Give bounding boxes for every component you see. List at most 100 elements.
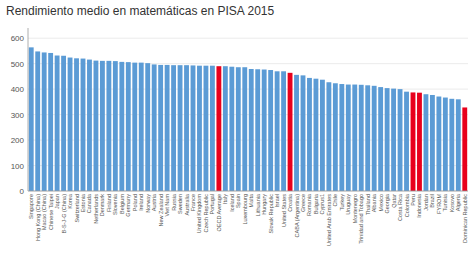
x-tick-label: Indonesia (416, 193, 422, 218)
y-tick-label: 400 (11, 85, 25, 94)
bar (119, 62, 124, 191)
x-tick-label: Switzerland (74, 194, 80, 222)
x-tick-label: Korea (67, 193, 73, 209)
x-tick-label: Iceland (229, 194, 235, 212)
bar (385, 88, 390, 191)
x-tick-label: Japan (54, 194, 60, 209)
bar (113, 61, 118, 191)
x-tick-label: Hungary (261, 194, 267, 215)
x-tick-label: Germany (125, 194, 131, 217)
x-tick-label: Viet Nam (164, 194, 170, 217)
bar (81, 59, 86, 191)
x-tick-label: Portugal (209, 194, 215, 215)
bar (268, 70, 273, 191)
bar (430, 95, 435, 191)
bar (326, 82, 331, 191)
x-tick-label: Malta (248, 193, 254, 207)
bar (449, 99, 454, 191)
bar (191, 65, 196, 191)
bar (35, 51, 40, 191)
x-tick-label: Albania (371, 193, 377, 212)
bar (404, 92, 409, 191)
x-tick-label: Greece (300, 194, 306, 212)
x-tick-label: Australia (184, 193, 190, 215)
bar (391, 89, 396, 191)
bar (145, 63, 150, 191)
bar (184, 65, 189, 191)
bar (307, 78, 312, 191)
bar (301, 75, 306, 191)
x-tick-label: B-S-J-G (China) (61, 194, 67, 234)
x-tick-label: Finland (106, 194, 112, 212)
bar (126, 62, 131, 191)
x-tick-label: Sweden (177, 194, 183, 214)
bar (158, 65, 163, 191)
bar (100, 61, 105, 191)
x-tick-label: France (190, 194, 196, 211)
x-tick-label: Trinidad and Tobago (358, 194, 364, 244)
x-tick-label: Russia (171, 193, 177, 211)
x-tick-label: Slovak Republic (268, 194, 274, 234)
bar (42, 52, 47, 191)
bar (436, 97, 441, 191)
bar (294, 75, 299, 191)
x-tick-label: CABA (Argentina) (294, 194, 300, 238)
bar (210, 66, 215, 191)
bar (74, 58, 79, 191)
bar (204, 66, 209, 191)
x-tick-label: Israel (274, 194, 280, 207)
x-tick-label: Qatar (391, 194, 397, 208)
bar (365, 85, 370, 191)
x-tick-label: Turkey (339, 194, 345, 211)
bar (359, 85, 364, 191)
bar (139, 63, 144, 191)
x-tick-label: Czech Republic (203, 194, 209, 233)
x-tick-label: Netherlands (93, 194, 99, 224)
bar (55, 56, 60, 191)
x-tick-label: Hong Kong (China) (35, 194, 41, 241)
bar (94, 61, 99, 191)
x-tick-label: FYROM (436, 194, 442, 214)
bar (178, 65, 183, 191)
chart: Rendimiento medio en matemáticas en PISA… (0, 0, 474, 263)
x-tick-label: Poland (132, 194, 138, 211)
x-tick-label: Bulgaria (313, 193, 319, 214)
bar (314, 79, 319, 191)
x-tick-label: Spain (235, 194, 241, 208)
x-tick-label: Slovenia (112, 193, 118, 215)
grid-line (28, 191, 468, 192)
bar (132, 63, 137, 191)
y-tick-label: 600 (11, 34, 25, 43)
x-tick-label: Macao (China) (41, 194, 47, 230)
x-tick-label: United States (281, 194, 287, 227)
bar (352, 85, 357, 191)
x-tick-label: Ireland (138, 194, 144, 211)
bar (372, 86, 377, 191)
bar (333, 83, 338, 191)
x-axis-line (28, 191, 468, 192)
x-tick-label: Brazil (429, 194, 435, 208)
bar (242, 67, 247, 191)
y-tick-label: 0 (20, 187, 25, 196)
bar (346, 85, 351, 191)
x-tick-labels: SingaporeHong Kong (China)Macao (China)C… (28, 193, 468, 246)
x-tick-label: Algeria (455, 193, 461, 211)
y-tick-label: 200 (11, 136, 25, 145)
bar (255, 69, 260, 191)
x-tick-label: Dominican Republic (462, 194, 468, 243)
bar (216, 66, 221, 191)
bar (424, 94, 429, 191)
x-tick-label: Chile (332, 194, 338, 207)
bar (339, 84, 344, 191)
x-tick-label: Canada (86, 193, 92, 213)
bar (288, 73, 293, 191)
bar (165, 65, 170, 191)
bar (223, 66, 228, 191)
grid (28, 38, 468, 191)
bar (236, 67, 241, 191)
x-tick-label: Montenegro (352, 194, 358, 223)
bar (456, 99, 461, 191)
x-tick-label: Austria (151, 193, 157, 211)
bar (262, 70, 267, 191)
x-tick-label: Thailand (365, 194, 371, 215)
